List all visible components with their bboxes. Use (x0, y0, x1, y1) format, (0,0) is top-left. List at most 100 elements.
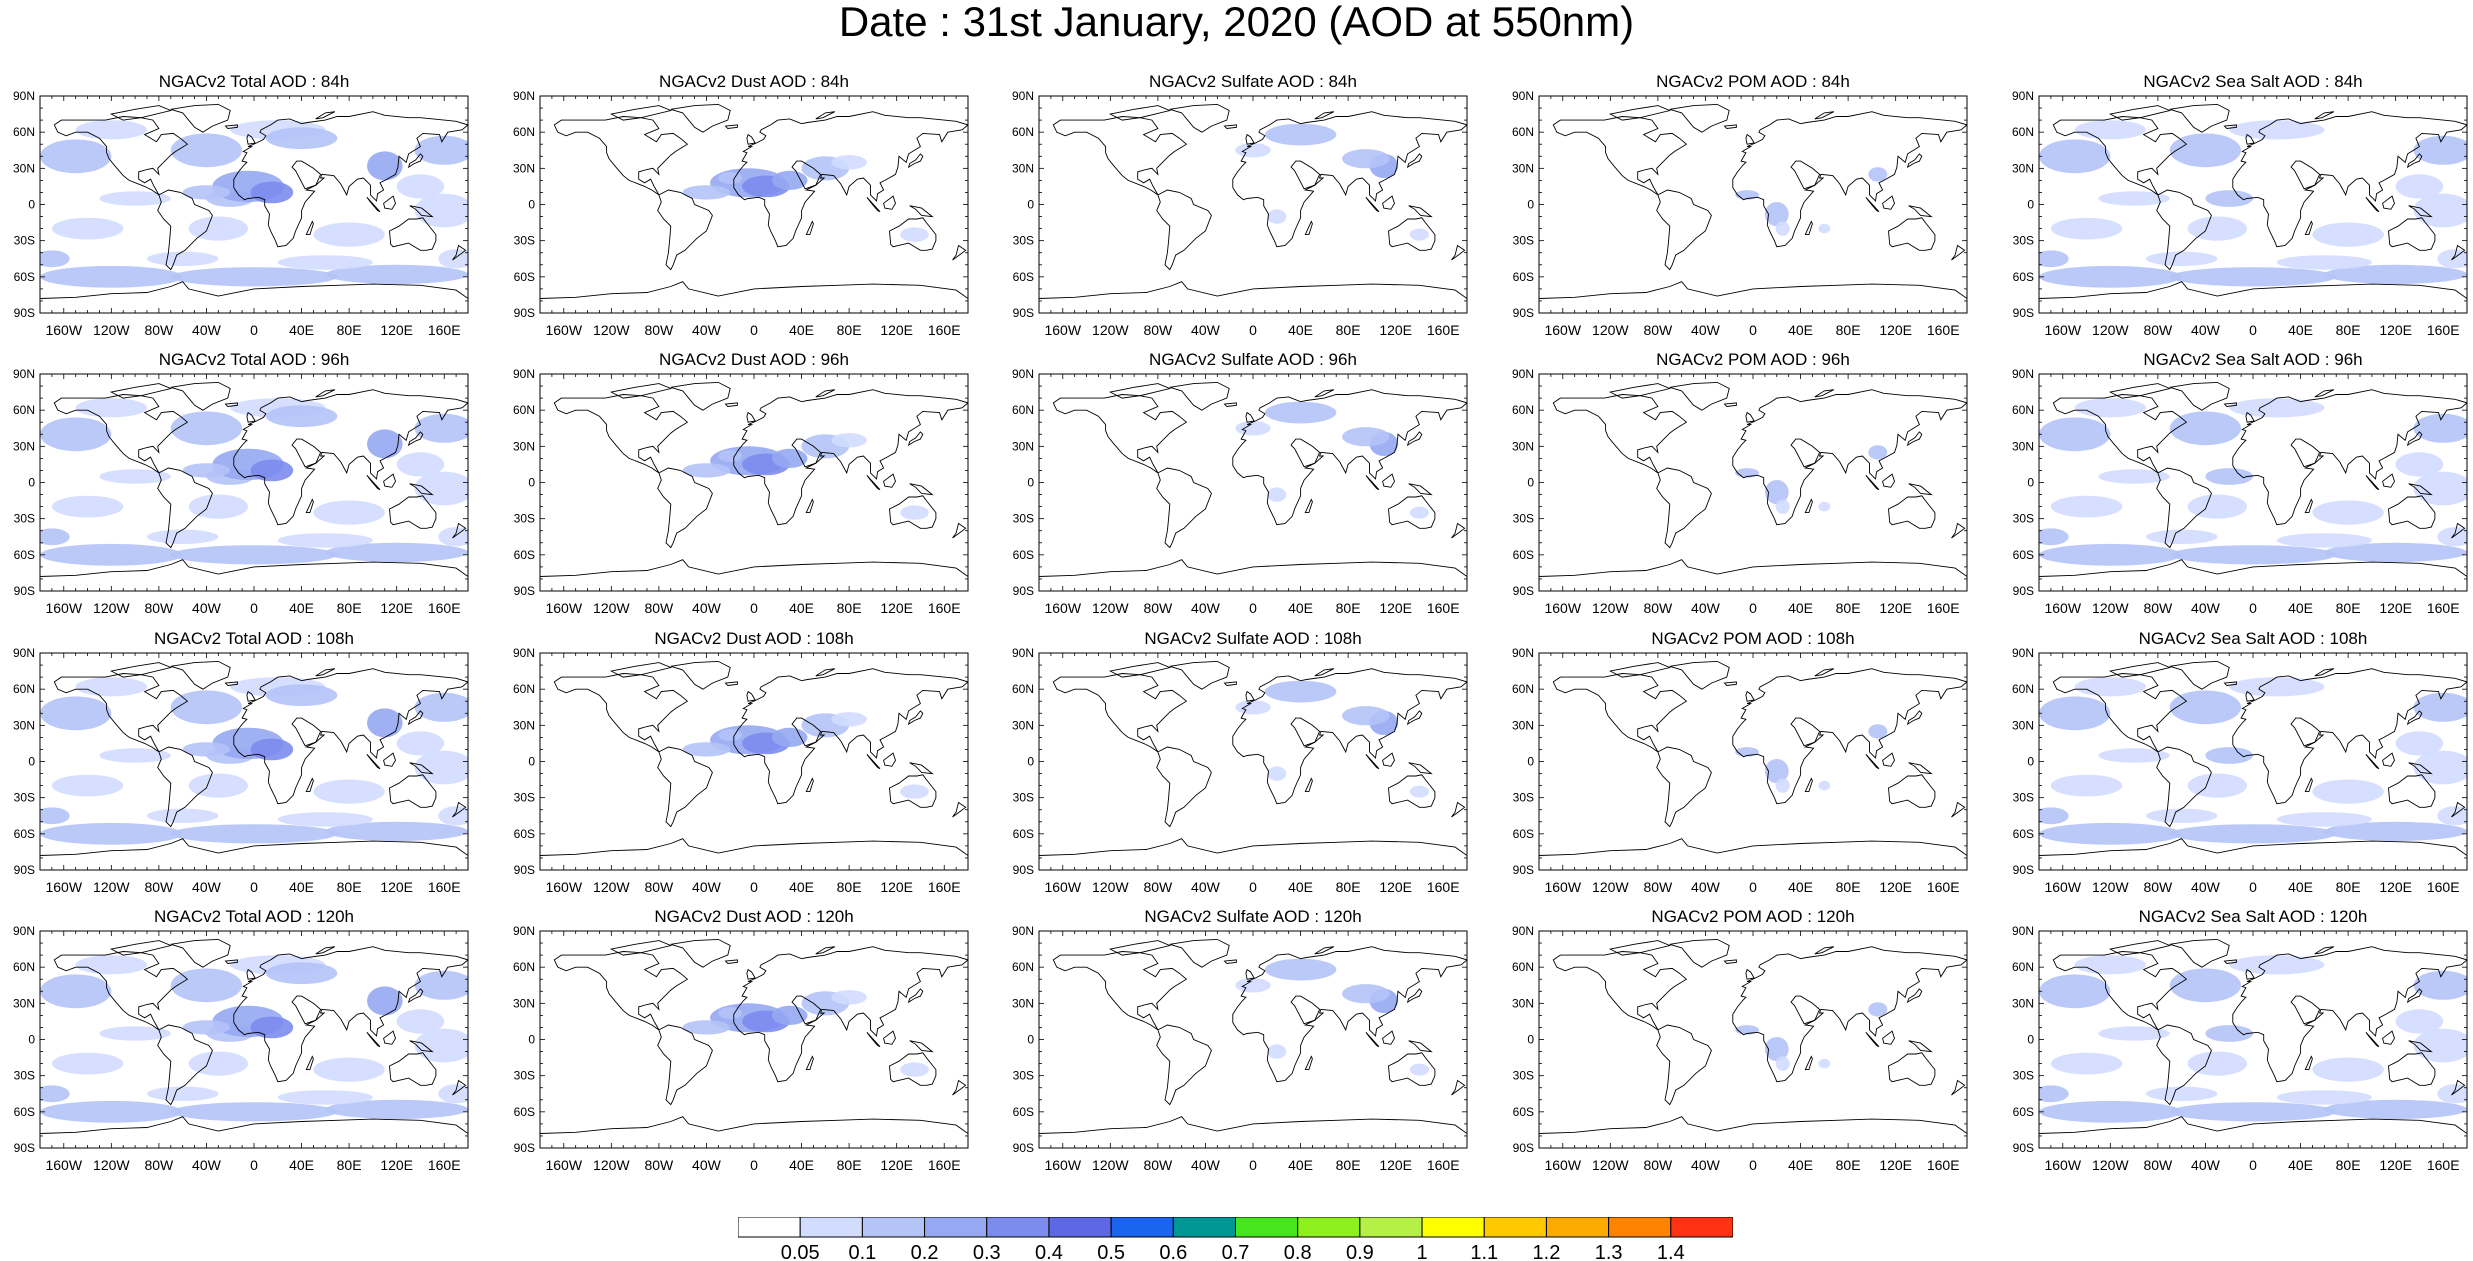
lat-tick-label: 30N (13, 718, 35, 732)
aod-shading (2413, 413, 2467, 443)
coastline-new-guinea (2408, 1040, 2433, 1053)
aod-shading (2146, 529, 2218, 544)
lon-tick-label: 160E (428, 600, 461, 616)
coastline-greenland (1669, 660, 1730, 690)
coastline-iceland (1723, 402, 1737, 407)
coastline-arabia-link (791, 995, 822, 1025)
lat-tick-label: 60N (513, 125, 535, 139)
lon-tick-label: 40E (289, 322, 314, 338)
aod-shading (2395, 174, 2444, 199)
lat-tick-label: 30S (1013, 1069, 1034, 1083)
coastline-south-america (1156, 746, 1212, 828)
coastline-new-zealand (1951, 801, 1966, 818)
map-panel-dust-r1: NGACv2 Dust AOD : 84h 90N 60N 30N 0 30S 60S 90S… (500, 72, 1008, 349)
lon-tick-label: 40W (2191, 322, 2221, 338)
coastline-antarctica (40, 838, 468, 870)
coastline-iceland (224, 124, 238, 129)
aod-shading (1409, 228, 1429, 241)
coastline-arctic-islands (1108, 940, 1172, 956)
lon-tick-label: 160W (1044, 879, 1081, 895)
lon-tick-label: 160E (428, 879, 461, 895)
coastline-north-america (2052, 673, 2188, 753)
lon-tick-label: 0 (2249, 879, 2257, 895)
lat-tick-label: 0 (1027, 198, 1034, 212)
lon-tick-label: 80E (2336, 600, 2361, 616)
map-panel-dust-r4: NGACv2 Dust AOD : 120h 90N 60N 30N 0 30S 60S 90… (500, 907, 1008, 1184)
aod-shading (2229, 120, 2325, 140)
lon-tick-label: 160W (1044, 600, 1081, 616)
coastline-antarctica (1039, 559, 1467, 591)
aod-shading (2205, 1025, 2253, 1042)
lon-tick-label: 0 (1249, 879, 1257, 895)
lon-tick-label: 80W (144, 322, 174, 338)
lon-tick-label: 120E (2379, 879, 2412, 895)
coastline-uk (1745, 133, 1755, 145)
world-map: 90N 60N 30N 0 30S 60S 90S 160W 120W 80W 40W 0 40E 80E… (513, 367, 969, 616)
lon-tick-label: 120W (1592, 322, 1629, 338)
world-map: 90N 60N 30N 0 30S 60S 90S 160W 120W 80W 40W 0 40E 80E… (513, 646, 969, 895)
coastline-greenland (1169, 660, 1230, 690)
aod-shading (2312, 500, 2384, 525)
world-map: 90N 60N 30N 0 30S 60S 90S 160W 120W 80W 40W 0 40E 80E… (2012, 924, 2468, 1173)
aod-shading (1764, 480, 1789, 505)
world-map: 90N 60N 30N 0 30S 60S 90S 160W 120W 80W 40W 0 40E 80E… (13, 646, 469, 895)
lat-tick-label: 60S (514, 1105, 535, 1119)
panel-title: NGACv2 Dust AOD : 96h (659, 350, 849, 369)
lon-tick-label: 160W (45, 1157, 82, 1173)
coastline-indonesia-borneo (1882, 1030, 1895, 1045)
coastline-arabia-link (1290, 995, 1321, 1025)
lat-tick-label: 0 (2027, 198, 2034, 212)
colorbar-label: 0.6 (1159, 1242, 1187, 1261)
lon-tick-label: 160E (2427, 879, 2460, 895)
aod-shading (40, 1100, 183, 1123)
coastline-south-america (157, 189, 213, 271)
coastline-sumatra (866, 196, 881, 213)
aod-shading (2074, 677, 2146, 697)
coastline-arctic-islands (609, 940, 673, 956)
lon-tick-label: 120W (2092, 322, 2129, 338)
lat-tick-label: 60S (514, 270, 535, 284)
aod-shading (250, 459, 294, 482)
aod-shading (1818, 501, 1831, 512)
map-panel-sulfate-r1: NGACv2 Sulfate AOD : 84h 90N 60N 30N 0 30S 60S… (999, 72, 1507, 349)
coastline-new-zealand (452, 244, 467, 261)
aod-shading (1409, 506, 1429, 519)
lat-tick-label: 30N (1512, 439, 1534, 453)
aod-shading (170, 1102, 338, 1122)
map-frame (1538, 373, 1968, 592)
aod-shading (2169, 690, 2242, 725)
map-frame (1538, 652, 1968, 871)
aod-shading (2437, 249, 2467, 269)
coastline-svalbard-nz (1814, 668, 1835, 677)
aod-shading (2039, 822, 2182, 845)
coastline-madagascar (305, 498, 314, 514)
aod-shading (831, 990, 867, 1005)
lat-tick-label: 60S (1513, 548, 1534, 562)
lon-tick-label: 80W (2143, 879, 2173, 895)
lon-tick-label: 160E (1927, 879, 1960, 895)
colorbar-label: 0.9 (1346, 1242, 1374, 1261)
coastline-new-guinea (1408, 205, 1433, 218)
lat-tick-label: 90S (1013, 584, 1034, 598)
coastline-arctic-islands (609, 662, 673, 678)
aod-shading (2413, 193, 2467, 228)
coastline-south-america (1156, 189, 1212, 271)
coastline-iceland (1223, 402, 1237, 407)
map-panel-sulfate-r2: NGACv2 Sulfate AOD : 96h 90N 60N 30N 0 30S 60S… (999, 350, 1507, 627)
lat-tick-label: 90N (1512, 646, 1534, 660)
aod-shading (265, 962, 338, 985)
map-panel-seasalt-r4: NGACv2 Sea Salt AOD : 120h 90N 60N 30N 0 30S 6… (1999, 907, 2473, 1184)
aod-shading (2187, 1051, 2247, 1076)
coastline-greenland (1169, 381, 1230, 411)
lat-tick-label: 90S (1513, 1141, 1534, 1155)
coastline-north-america (553, 394, 689, 474)
aod-shading (2098, 191, 2170, 206)
aod-shading (170, 968, 243, 1003)
lon-tick-label: 80W (1143, 600, 1173, 616)
coastline-australia (1888, 1052, 1936, 1086)
lon-tick-label: 160W (545, 879, 582, 895)
coastline-sumatra (1365, 1031, 1380, 1048)
aod-shading (396, 174, 445, 199)
lat-tick-label: 30N (13, 439, 35, 453)
coastline-indonesia-borneo (883, 752, 896, 767)
